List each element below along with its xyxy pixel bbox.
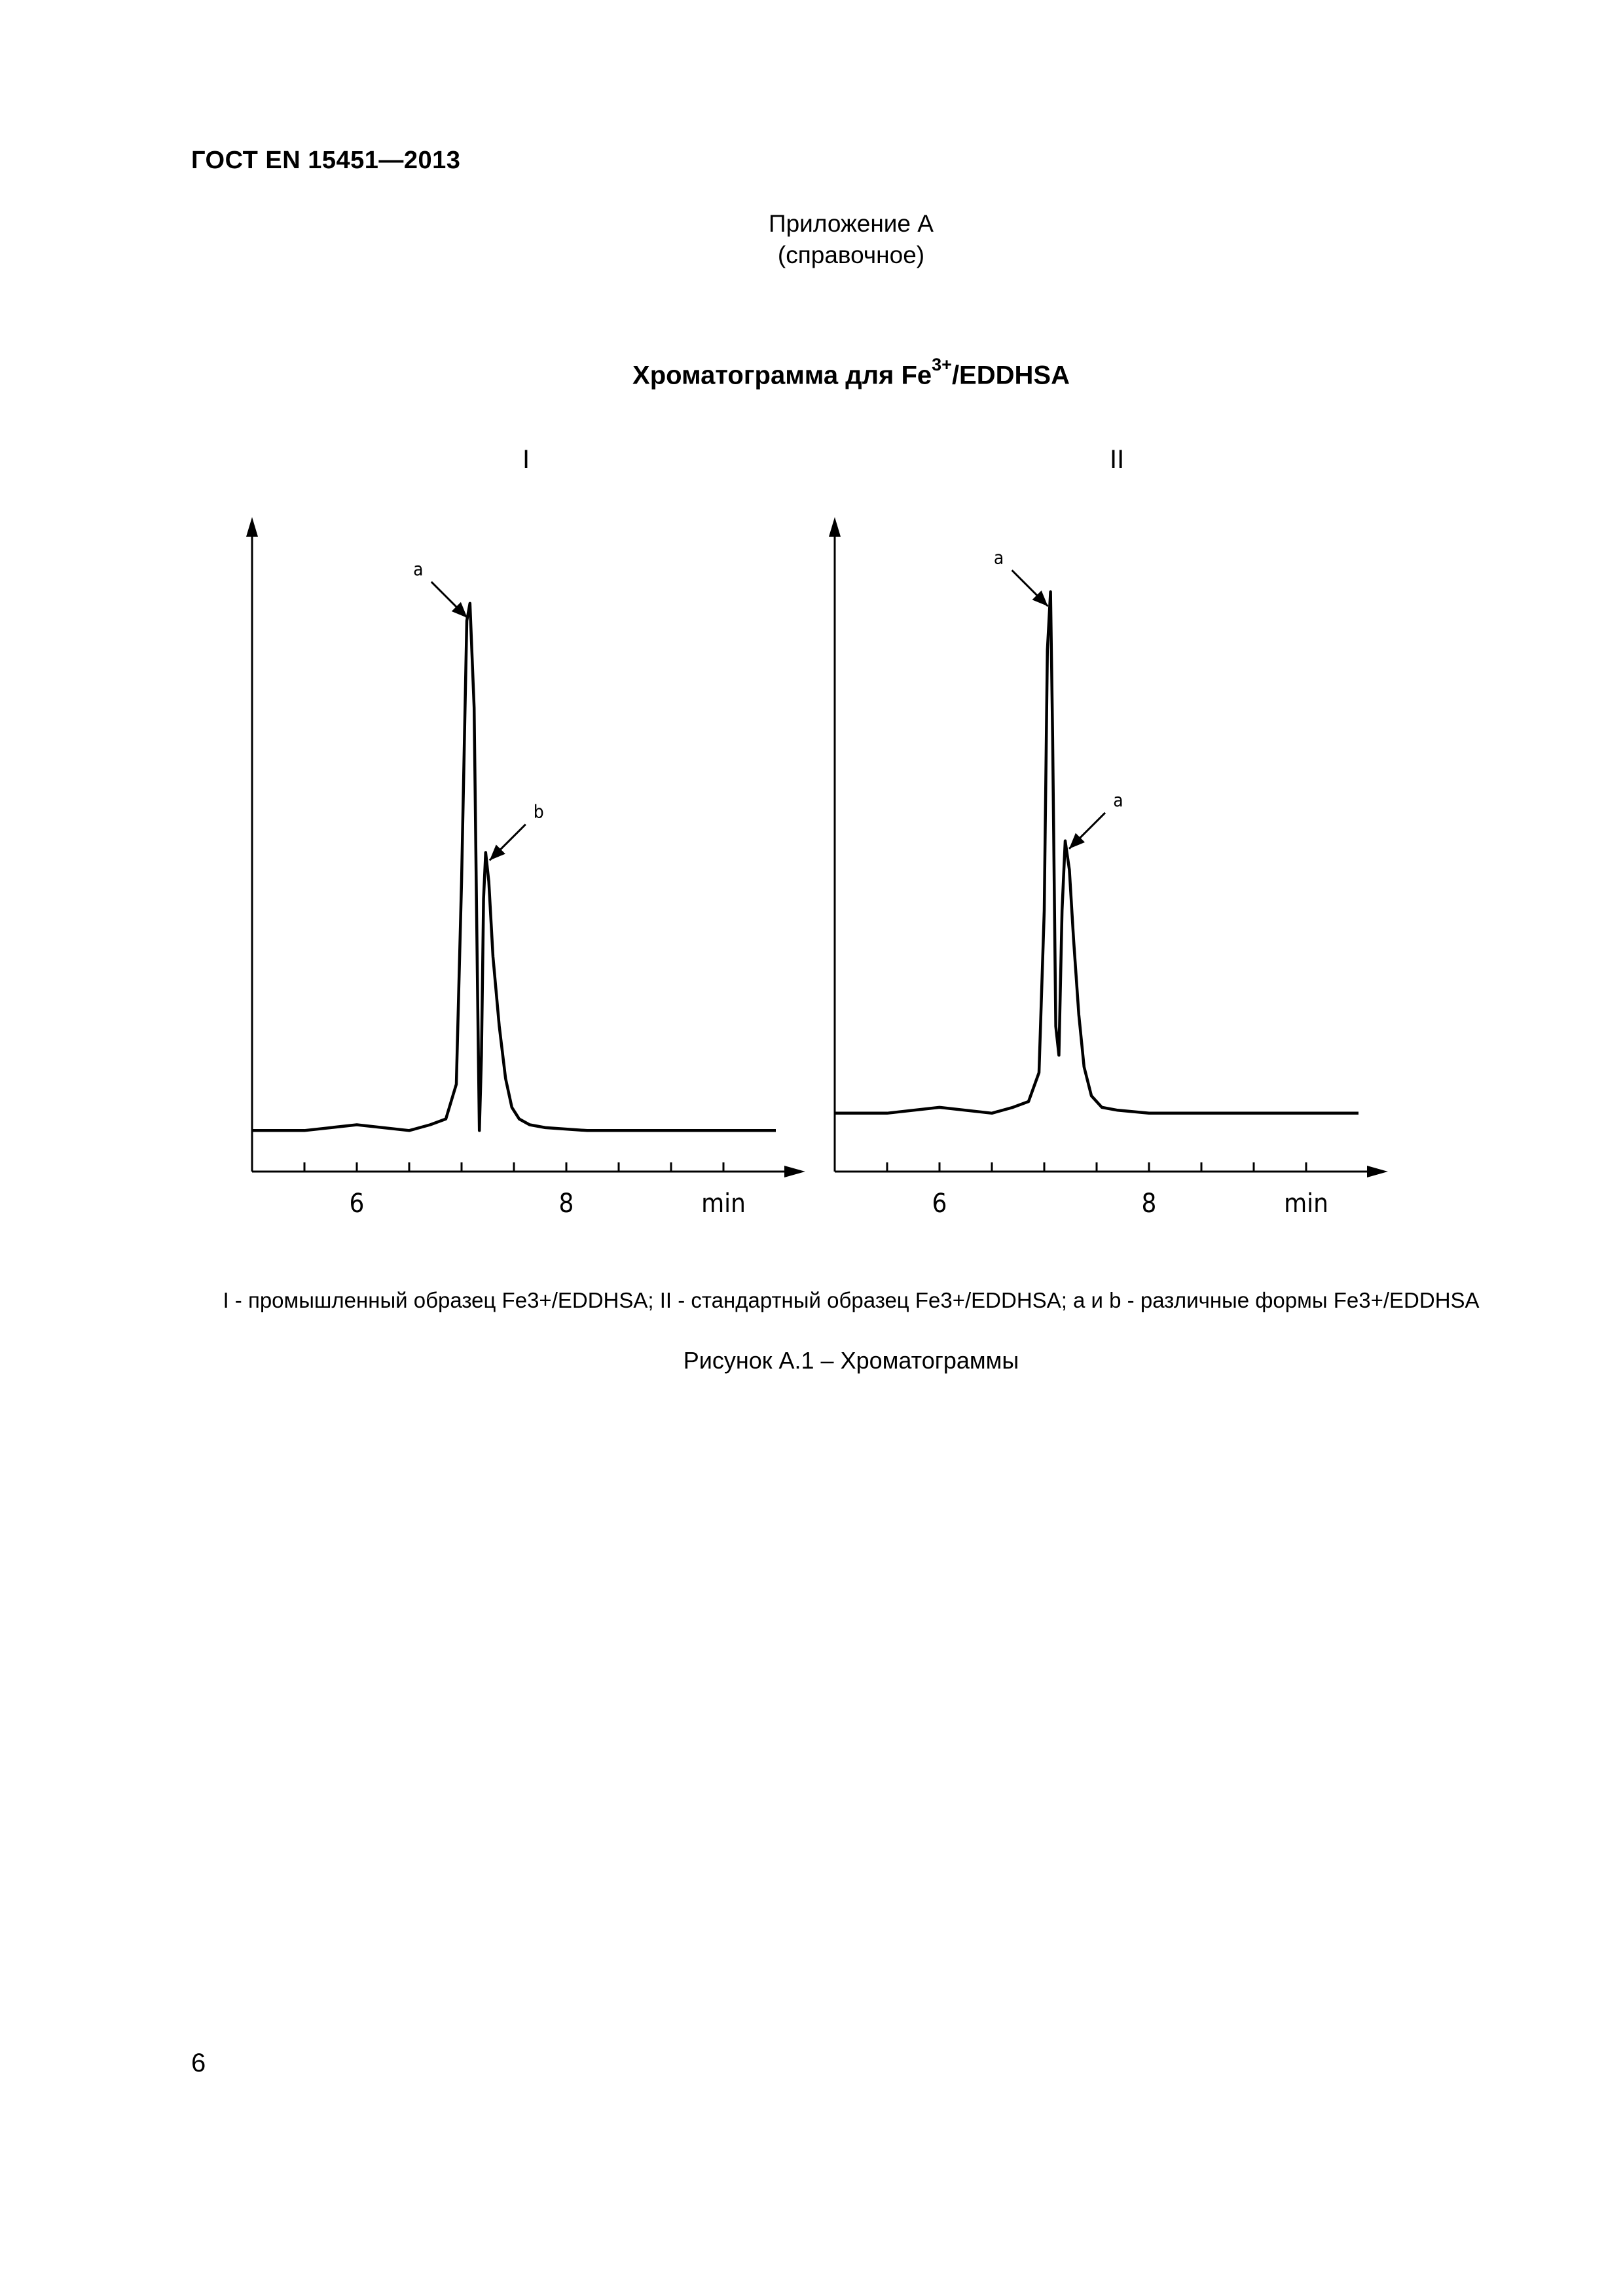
chromatogram-trace <box>835 590 1359 1115</box>
figure-heading: Хроматограмма для Fe3+/EDDHSA <box>0 355 1623 390</box>
x-axis-arrow <box>784 1166 805 1177</box>
chromatogram-panel-1: 6 8 min a b <box>246 517 805 1219</box>
x-axis-arrow <box>1367 1166 1388 1177</box>
x-tick-label: 8 <box>559 1189 574 1219</box>
annex-heading: Приложение А (справочное) <box>0 208 1623 271</box>
figure-heading-text: Хроматограмма для Fe <box>632 361 932 390</box>
x-unit-label: min <box>701 1189 746 1219</box>
peak-label: a <box>1113 789 1123 811</box>
document-code: ГОСТ EN 15451—2013 <box>191 147 461 174</box>
x-unit-label: min <box>1284 1189 1328 1219</box>
panel-label-2: II <box>1110 445 1125 474</box>
chromatogram-figure: 6 8 min a b 6 8 min a a <box>246 517 1388 1219</box>
x-tick-label: 6 <box>932 1189 947 1219</box>
chromatogram-panel-2: 6 8 min a a <box>829 517 1388 1219</box>
x-tick-label: 6 <box>350 1189 365 1219</box>
figure-heading-sup: 3+ <box>932 355 952 374</box>
annex-subtitle: (справочное) <box>777 242 925 268</box>
x-tick-label: 8 <box>1142 1189 1157 1219</box>
peak-label: b <box>534 801 544 823</box>
y-axis-arrow <box>246 517 258 537</box>
peak-label: a <box>994 547 1004 568</box>
chromatogram-trace <box>252 601 776 1132</box>
annex-title: Приложение А <box>769 210 934 237</box>
panel-label-1: I <box>522 445 530 474</box>
peak-arrowhead <box>451 601 467 618</box>
y-axis-arrow <box>829 517 841 537</box>
peak-label: a <box>413 558 423 580</box>
figure-heading-suffix: /EDDHSA <box>951 361 1070 390</box>
figure-caption: Рисунок А.1 – Хроматограммы <box>683 1347 1019 1374</box>
peak-arrowhead <box>1032 590 1048 607</box>
page-number: 6 <box>191 2049 206 2077</box>
figure-legend: I - промышленный образец Fe3+/EDDHSA; II… <box>223 1288 1480 1312</box>
peak-arrowhead <box>1069 833 1085 849</box>
peak-arrowhead <box>489 844 505 861</box>
